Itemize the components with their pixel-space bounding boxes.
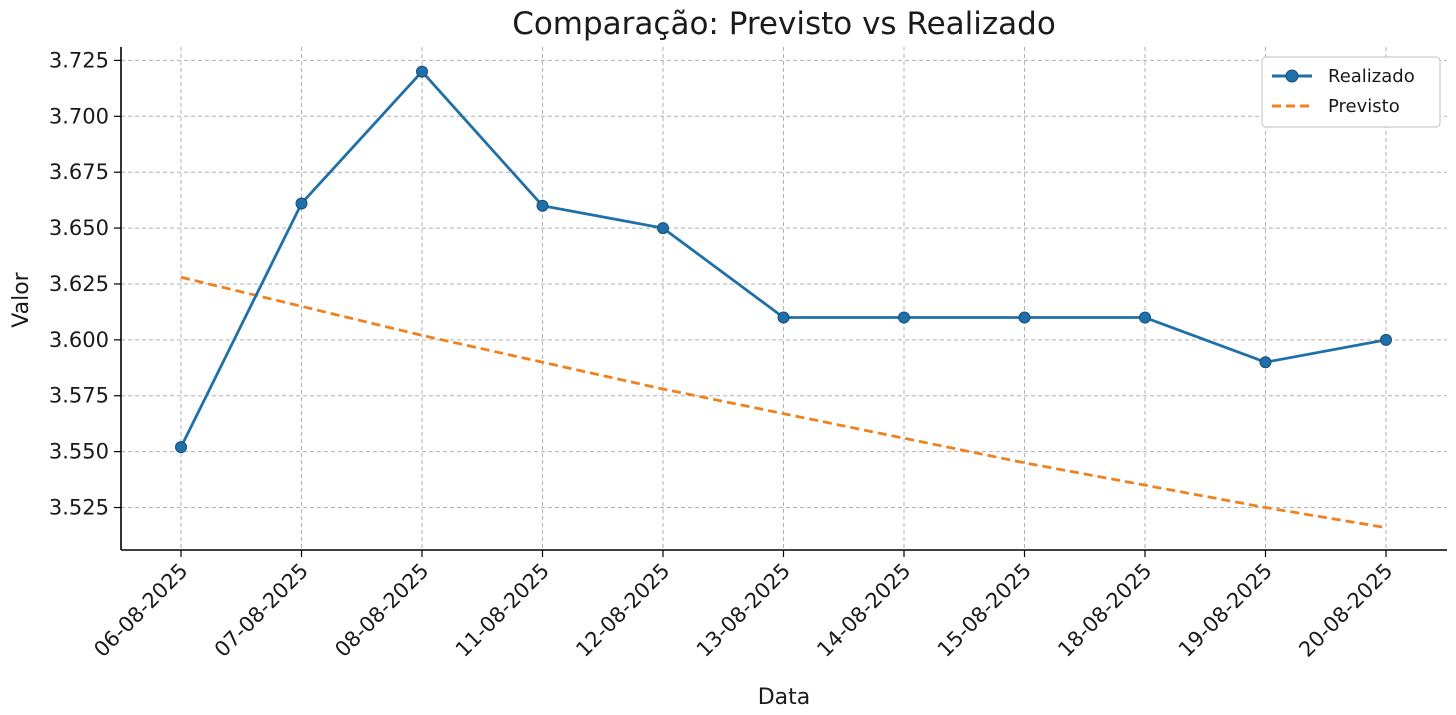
x-tick-label: 06-08-2025 bbox=[89, 559, 192, 662]
y-tick-label: 3.525 bbox=[49, 496, 109, 520]
data-point-realizado bbox=[175, 441, 187, 454]
data-point-realizado bbox=[657, 222, 669, 235]
x-tick-label: 08-08-2025 bbox=[330, 559, 433, 662]
y-tick-label: 3.550 bbox=[49, 440, 109, 464]
data-point-realizado bbox=[416, 65, 428, 78]
x-tick-label: 18-08-2025 bbox=[1053, 559, 1156, 662]
data-point-realizado bbox=[1018, 311, 1031, 324]
y-tick-label: 3.600 bbox=[49, 328, 109, 352]
series bbox=[175, 65, 1392, 530]
data-point-realizado bbox=[777, 311, 790, 324]
legend-label-previsto: Previsto bbox=[1328, 96, 1400, 117]
ticks: 3.525 3.550 3.575 3.600 3.625 3.650 3.675 3.700… bbox=[49, 48, 1398, 661]
y-tick-label: 3.675 bbox=[49, 160, 109, 184]
data-point-realizado bbox=[1139, 311, 1151, 324]
y-tick-label: 3.700 bbox=[49, 104, 109, 128]
data-point-realizado bbox=[1259, 356, 1272, 369]
x-tick-label: 20-08-2025 bbox=[1294, 559, 1397, 662]
chart-title: Comparação: Previsto vs Realizado bbox=[512, 6, 1056, 42]
y-tick-label: 3.625 bbox=[49, 272, 109, 296]
x-tick-label: 12-08-2025 bbox=[571, 559, 674, 662]
data-point-realizado bbox=[898, 311, 910, 324]
x-tick-label: 15-08-2025 bbox=[933, 559, 1036, 662]
y-tick-label: 3.575 bbox=[49, 384, 109, 408]
data-point-realizado bbox=[295, 197, 308, 210]
x-axis-label: Data bbox=[758, 685, 811, 710]
legend-label-realizado: Realizado bbox=[1328, 66, 1415, 87]
data-point-realizado bbox=[1380, 333, 1392, 346]
y-tick-label: 3.725 bbox=[49, 48, 109, 72]
y-tick-label: 3.650 bbox=[49, 216, 109, 240]
x-tick-label: 11-08-2025 bbox=[451, 559, 554, 662]
x-tick-label: 19-08-2025 bbox=[1174, 559, 1277, 662]
series-line-previsto bbox=[180, 275, 1387, 530]
x-tick-label: 13-08-2025 bbox=[692, 559, 795, 662]
legend-marker-realizado bbox=[1285, 69, 1299, 83]
grid bbox=[121, 47, 1447, 550]
legend: Realizado Previsto bbox=[1261, 56, 1441, 128]
x-tick-label: 14-08-2025 bbox=[812, 559, 915, 662]
data-point-realizado bbox=[536, 199, 549, 212]
x-tick-label: 07-08-2025 bbox=[210, 559, 313, 662]
y-axis-label: Valor bbox=[9, 271, 34, 327]
